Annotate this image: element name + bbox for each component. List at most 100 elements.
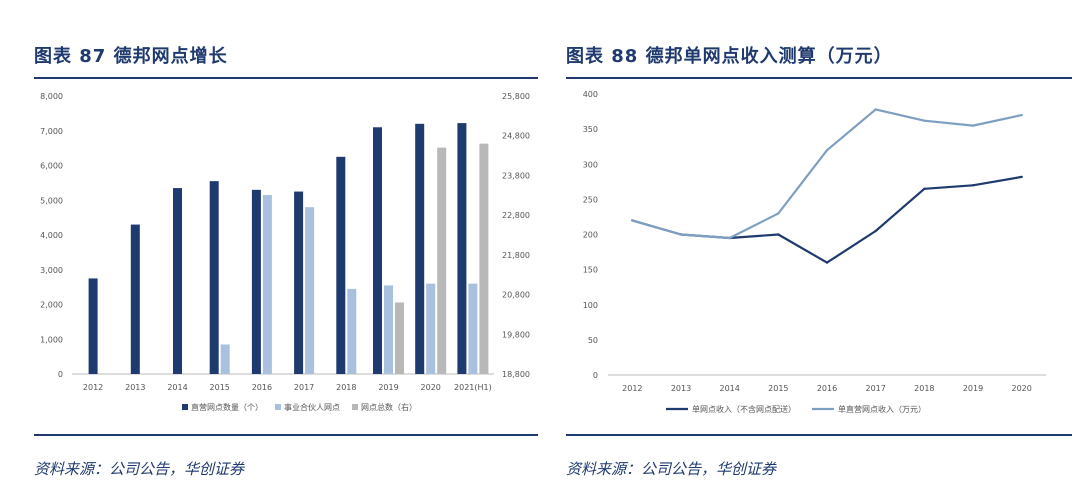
x-axis-tick-label: 2017 xyxy=(294,383,314,392)
legend-swatch xyxy=(352,404,358,410)
bar xyxy=(468,283,478,374)
data-point xyxy=(631,219,634,222)
x-axis-tick-label: 2013 xyxy=(671,384,691,393)
left-axis-tick-label: 3,000 xyxy=(40,266,63,275)
right-axis-tick-label: 22,800 xyxy=(502,211,530,220)
right-axis-tick-label: 21,800 xyxy=(502,251,530,260)
x-axis-tick-label: 2013 xyxy=(125,383,145,392)
data-point xyxy=(825,149,829,152)
data-point xyxy=(923,119,926,122)
y-axis-tick-label: 200 xyxy=(583,231,598,240)
y-axis-tick-label: 300 xyxy=(583,160,598,169)
data-point xyxy=(923,187,926,191)
right-axis-tick-label: 18,800 xyxy=(502,370,530,379)
left-axis-tick-label: 4,000 xyxy=(40,231,63,240)
legend-label: 事业合伙人网点 xyxy=(284,402,340,412)
data-point xyxy=(874,108,877,111)
x-axis-tick-label: 2020 xyxy=(1011,384,1031,393)
x-axis-tick-label: 2014 xyxy=(167,383,187,392)
x-axis-tick-label: 2016 xyxy=(817,384,837,393)
data-point xyxy=(874,229,877,233)
data-point xyxy=(1020,175,1023,179)
left-axis-tick-label: 0 xyxy=(58,370,63,379)
x-axis-tick-label: 2012 xyxy=(83,383,103,392)
bar xyxy=(173,188,182,374)
x-axis-tick-label: 2020 xyxy=(421,383,441,392)
data-point xyxy=(825,261,829,264)
x-axis-tick-label: 2016 xyxy=(252,383,272,392)
x-axis-tick-label: 2017 xyxy=(865,384,885,393)
data-point xyxy=(728,236,731,240)
bar xyxy=(415,123,425,374)
legend-label: 直营网点数量（个） xyxy=(191,402,263,412)
bar xyxy=(426,283,436,374)
data-point xyxy=(1020,113,1023,117)
x-axis-tick-label: 2019 xyxy=(963,384,983,393)
bar xyxy=(294,191,304,374)
y-axis-tick-label: 250 xyxy=(583,195,598,204)
bar xyxy=(130,224,140,374)
legend-label: 单直营网点收入（万元） xyxy=(838,404,926,414)
panel-revenue-per-outlet: 图表 88 德邦单网点收入测算（万元） 0 50 100 150 200 250 300 35… xyxy=(566,0,1072,493)
left-axis-tick-label: 2,000 xyxy=(40,301,63,310)
bar xyxy=(262,195,272,374)
chart-title: 图表 87 德邦网点增长 xyxy=(34,46,228,67)
footer-divider xyxy=(34,434,538,436)
y-axis-tick-label: 400 xyxy=(583,90,598,99)
left-axis-tick-label: 1,000 xyxy=(40,335,63,344)
bar xyxy=(209,181,219,374)
y-axis-tick-label: 350 xyxy=(583,125,598,134)
data-point xyxy=(971,124,975,127)
bar xyxy=(220,344,230,374)
y-axis-tick-label: 50 xyxy=(588,336,598,345)
line-chart-revenue-per-outlet: 0 50 100 150 200 250 300 350 400 2012 2013 2014 2015… xyxy=(583,90,1046,414)
footer-divider xyxy=(566,434,1072,436)
legend-label: 网点总数（右） xyxy=(361,402,417,412)
panel-network-growth: 图表 87 德邦网点增长 0 1,000 2,000 3,000 4,000 5,000 6… xyxy=(34,0,538,493)
legend-label: 单网点收入（不含网点配送） xyxy=(692,404,796,414)
bar xyxy=(457,123,467,374)
x-axis-tick-label: 2015 xyxy=(210,383,230,392)
bar xyxy=(88,278,98,374)
x-axis-tick-label: 2014 xyxy=(719,384,739,393)
right-axis-tick-label: 19,800 xyxy=(502,330,530,339)
data-point xyxy=(679,233,683,236)
y-axis-tick-label: 150 xyxy=(583,266,598,275)
legend-swatch xyxy=(182,404,188,410)
x-axis-tick-label: 2015 xyxy=(768,384,788,393)
bar xyxy=(479,143,489,374)
bar xyxy=(336,156,346,374)
right-axis-tick-label: 25,800 xyxy=(502,92,530,101)
title-divider xyxy=(566,77,1072,79)
right-axis-tick-label: 20,800 xyxy=(502,291,530,300)
bar xyxy=(373,127,382,375)
legend-swatch xyxy=(275,404,281,410)
bar-chart-network-growth: 0 1,000 2,000 3,000 4,000 5,000 6,000 7,000 8,00… xyxy=(40,92,530,412)
chart-title: 图表 88 德邦单网点收入测算（万元） xyxy=(566,46,893,67)
y-axis-tick-label: 0 xyxy=(593,371,598,380)
source-note: 资料来源：公司公告，华创证券 xyxy=(566,460,777,478)
x-axis-tick-label: 2018 xyxy=(914,384,934,393)
series-line xyxy=(632,175,1022,264)
x-axis-tick-label: 2012 xyxy=(622,384,642,393)
x-axis-tick-label: 2019 xyxy=(378,383,398,392)
bar xyxy=(305,207,315,374)
x-axis-tick-label: 2018 xyxy=(336,383,356,392)
bar xyxy=(384,285,393,374)
left-axis-tick-label: 8,000 xyxy=(40,92,63,101)
source-note: 资料来源：公司公告，华创证券 xyxy=(34,460,245,478)
x-axis-tick-label: 2021(H1) xyxy=(454,383,492,392)
right-axis-tick-label: 24,800 xyxy=(502,132,530,141)
bar xyxy=(437,147,447,374)
y-axis-tick-label: 100 xyxy=(583,301,598,310)
bar xyxy=(347,288,357,374)
right-axis-tick-label: 23,800 xyxy=(502,171,530,180)
left-axis-tick-label: 7,000 xyxy=(40,127,63,136)
left-axis-tick-label: 6,000 xyxy=(40,162,63,171)
data-point xyxy=(777,233,780,236)
series-line xyxy=(632,108,1022,240)
left-axis-tick-label: 5,000 xyxy=(40,196,63,205)
data-point xyxy=(777,212,780,215)
bar xyxy=(251,189,261,374)
bar xyxy=(395,302,404,374)
